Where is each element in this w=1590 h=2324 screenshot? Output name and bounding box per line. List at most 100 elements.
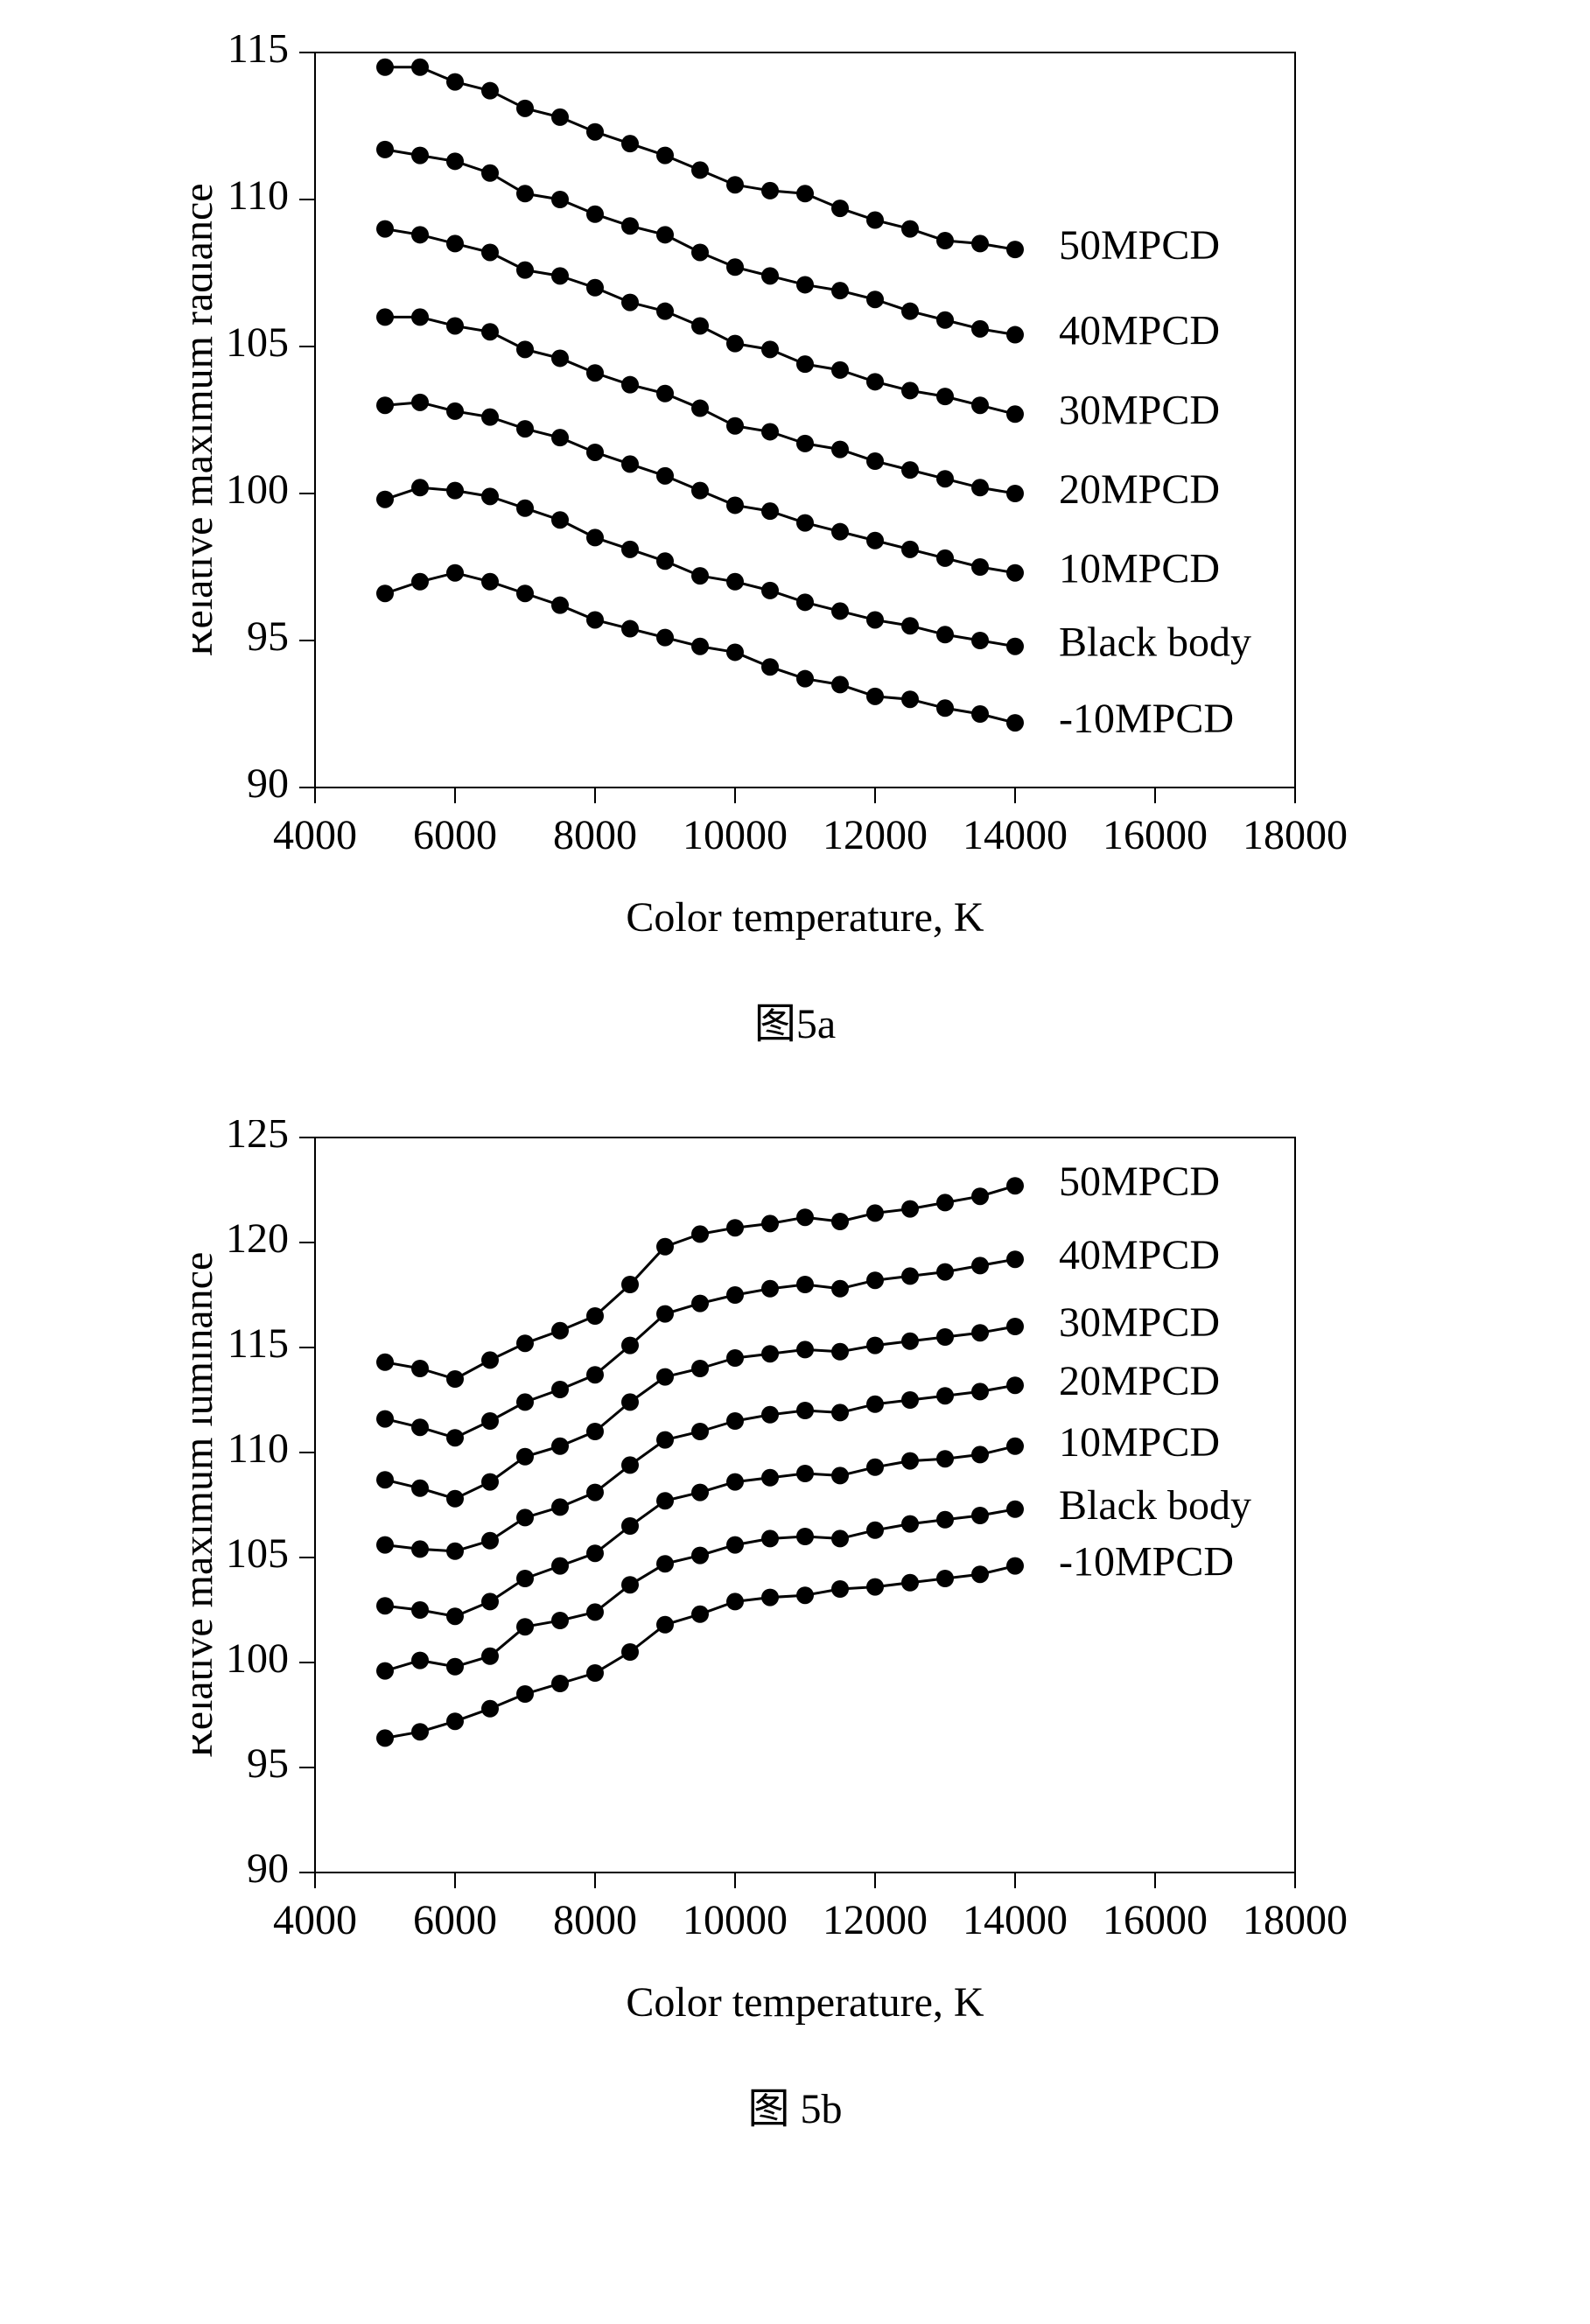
series-marker [936,1450,954,1467]
series-marker [446,1712,464,1730]
series-marker [376,1729,394,1746]
series-marker [726,1474,744,1491]
series-marker [936,1511,954,1529]
series-marker [516,185,534,202]
series-marker [551,429,569,446]
series-marker [971,320,989,338]
series-marker [551,1322,569,1340]
series-marker [796,593,814,611]
series-marker [551,1381,569,1398]
series-marker [411,1723,429,1740]
series-label: 30MPCD [1059,1299,1220,1346]
series-marker [586,206,604,223]
series-marker [726,1286,744,1304]
series-marker [551,1612,569,1629]
series-marker [481,573,499,591]
series-marker [936,1570,954,1587]
series-marker [971,705,989,723]
series-marker [586,1484,604,1502]
x-tick-label: 18000 [1243,1897,1348,1943]
series-marker [551,267,569,284]
series-marker [586,279,604,297]
series-marker [656,385,674,402]
series-marker [726,176,744,193]
series-marker [691,317,709,334]
series-marker [376,141,394,158]
series-marker [1006,241,1024,258]
series-marker [376,308,394,326]
series-marker [866,1271,884,1289]
x-tick-label: 10000 [683,812,788,858]
series-label: 50MPCD [1059,222,1220,269]
x-tick-label: 4000 [273,812,357,858]
series-marker [1006,1501,1024,1518]
series-marker [691,1547,709,1564]
caption-5b-text: 图 5b [747,2086,842,2132]
y-tick-label: 95 [247,1740,289,1787]
series-marker [621,1456,639,1474]
series-marker [446,1490,464,1508]
series-label: 20MPCD [1059,1358,1220,1404]
series-marker [621,1517,639,1535]
y-tick-label: 100 [226,466,289,513]
series-marker [481,1648,499,1665]
series-marker [796,185,814,202]
series-marker [831,1530,849,1547]
series-marker [901,1516,919,1533]
caption-5a-text: 图5a [754,1001,836,1047]
series-line [385,1326,1015,1499]
series-marker [586,1603,604,1620]
x-tick-label: 12000 [823,1897,928,1943]
chart-b-wrap: 9095100105110115120125400060008000100001… [193,1120,1537,2030]
series-marker [621,1643,639,1661]
series-marker [691,1423,709,1440]
series-marker [901,220,919,238]
series-marker [796,1208,814,1226]
series-marker [866,688,884,705]
series-line [385,67,1015,249]
series-label: Black body [1059,1482,1251,1529]
series-marker [936,1264,954,1281]
series-marker [901,541,919,558]
x-tick-label: 4000 [273,1897,357,1943]
y-tick-label: 110 [228,1425,289,1472]
series-marker [691,567,709,584]
series-marker [866,1522,884,1539]
y-tick-label: 105 [226,1530,289,1577]
series-marker [761,658,779,676]
series-marker [971,1256,989,1274]
series-marker [376,220,394,238]
series-marker [936,232,954,249]
series-marker [866,1204,884,1222]
series-marker [831,200,849,217]
series-marker [411,479,429,496]
series-marker [901,1391,919,1409]
series-marker [586,1366,604,1383]
series-marker [831,676,849,693]
series-marker [971,632,989,649]
series-marker [1006,638,1024,655]
series-marker [586,1307,604,1325]
series-marker [376,1354,394,1371]
series-line [385,487,1015,646]
series-marker [726,496,744,514]
series-marker [446,402,464,420]
series-marker [866,532,884,550]
series-marker [796,1528,814,1545]
y-axis-label: Relative maximum radiance [193,183,221,656]
series-marker [656,147,674,164]
series-marker [936,699,954,717]
series-marker [586,528,604,546]
series-label: -10MPCD [1059,1539,1234,1586]
series-marker [411,147,429,164]
series-marker [376,1662,394,1680]
series-marker [796,1276,814,1293]
series-marker [901,1200,919,1218]
series-marker [551,191,569,208]
series-marker [481,1532,499,1550]
series-marker [971,234,989,252]
series-marker [796,1340,814,1358]
series-line [385,1446,1015,1616]
series-marker [866,452,884,470]
series-marker [656,629,674,647]
